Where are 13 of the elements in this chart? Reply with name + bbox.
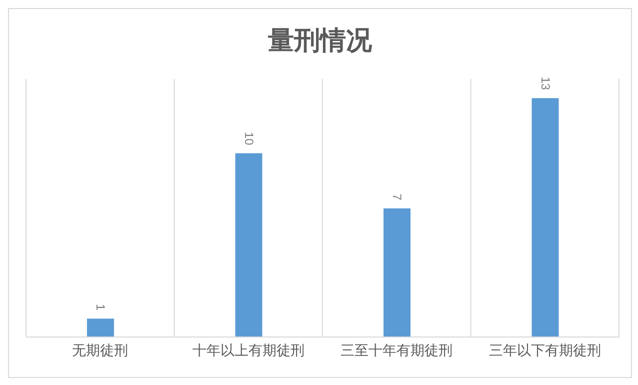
data-label: 10 xyxy=(242,132,256,146)
bar xyxy=(532,98,559,337)
x-tick-label: 三至十年有期徒刑 xyxy=(340,342,453,359)
bar xyxy=(87,318,114,337)
x-tick-label: 无期徒刑 xyxy=(72,342,128,359)
data-label: 13 xyxy=(538,76,552,90)
x-tick-label: 三年以下有期徒刑 xyxy=(488,342,601,359)
chart-title: 量刑情况 xyxy=(267,25,373,58)
bar xyxy=(384,208,410,337)
data-label: 7 xyxy=(390,194,404,201)
data-label: 1 xyxy=(94,304,108,311)
x-tick-label: 十年以上有期徒刑 xyxy=(192,342,304,359)
bar xyxy=(235,153,262,337)
